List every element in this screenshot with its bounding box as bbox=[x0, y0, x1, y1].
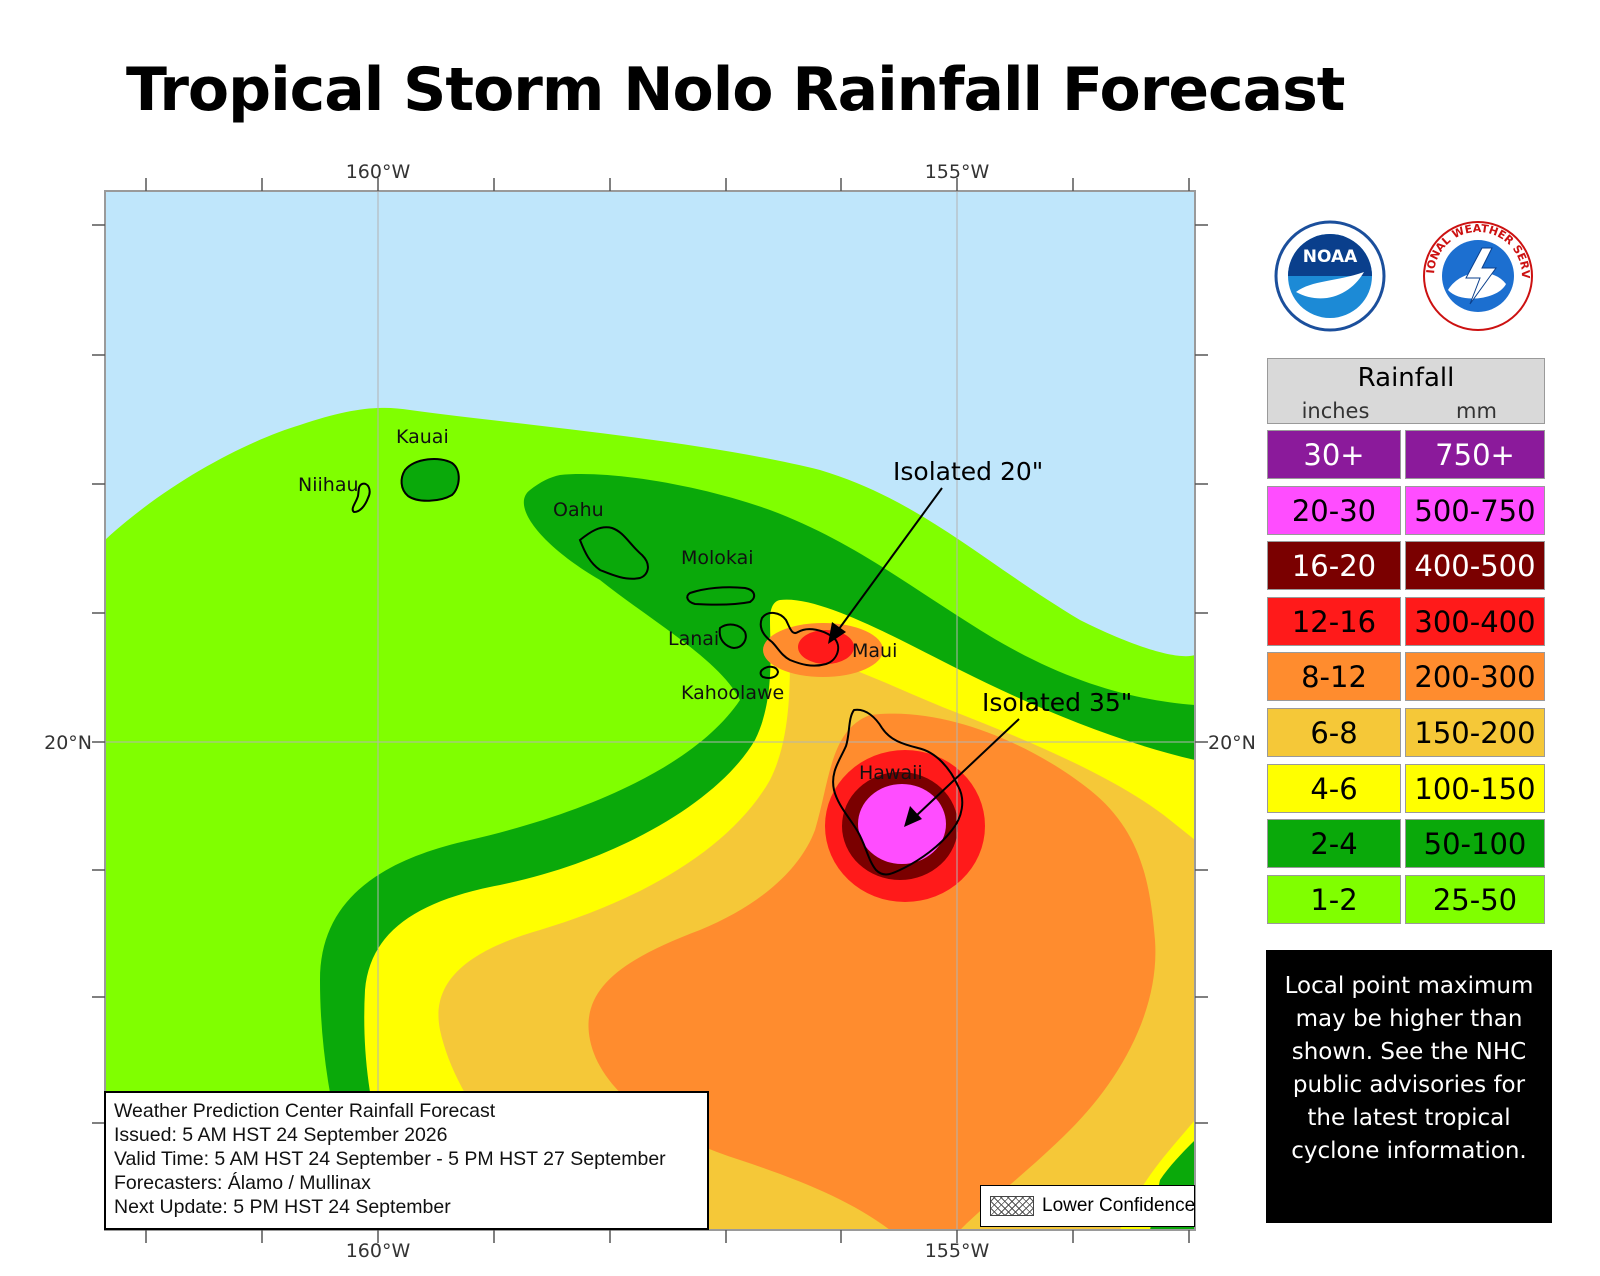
legend-swatch-inches: 4-6 bbox=[1267, 764, 1401, 813]
hawaii-outline bbox=[832, 708, 964, 876]
noaa-logo: NOAA bbox=[1274, 220, 1386, 332]
island-label-kahoolawe: Kahoolawe bbox=[681, 682, 784, 704]
niihau-outline bbox=[351, 482, 371, 514]
advisory-notice: Local point maximum may be higher than s… bbox=[1266, 950, 1552, 1223]
legend-swatch-mm: 750+ bbox=[1405, 430, 1545, 479]
oahu-outline bbox=[578, 526, 649, 580]
legend-swatch-inches: 12-16 bbox=[1267, 597, 1401, 646]
info-line-product: Weather Prediction Center Rainfall Forec… bbox=[114, 1100, 496, 1122]
legend-swatch-mm: 100-150 bbox=[1405, 764, 1545, 813]
legend-swatch-mm: 25-50 bbox=[1405, 875, 1545, 924]
annotation-isolated-35: Isolated 35" bbox=[982, 688, 1132, 717]
lower-confidence-label: Lower Confidence bbox=[1042, 1195, 1196, 1216]
island-label-maui: Maui bbox=[852, 640, 897, 662]
island-label-niihau: Niihau bbox=[298, 474, 359, 496]
molokai-outline bbox=[686, 586, 756, 606]
lon-label-top-160w: 160°W bbox=[346, 161, 411, 183]
legend-swatch-inches: 2-4 bbox=[1267, 819, 1401, 868]
island-label-molokai: Molokai bbox=[681, 547, 754, 569]
island-label-oahu: Oahu bbox=[553, 499, 604, 521]
legend-swatch-inches: 6-8 bbox=[1267, 708, 1401, 757]
legend-header: Rainfall inches mm bbox=[1267, 358, 1545, 424]
kahoolawe-outline bbox=[759, 665, 780, 679]
lat-label-right-20n: 20°N bbox=[1208, 732, 1256, 754]
hawaii-rainfall-20-30 bbox=[858, 784, 946, 864]
island-label-kauai: Kauai bbox=[396, 426, 449, 448]
annotation-arrowhead-maui bbox=[828, 622, 846, 644]
lat-label-left-20n: 20°N bbox=[44, 732, 92, 754]
kauai-outline bbox=[400, 457, 460, 502]
noaa-logo-text: NOAA bbox=[1303, 247, 1358, 267]
legend-swatch-inches: 20-30 bbox=[1267, 486, 1401, 535]
legend-swatch-inches: 1-2 bbox=[1267, 875, 1401, 924]
lon-label-bottom-160w: 160°W bbox=[346, 1240, 411, 1262]
map-ticks bbox=[92, 178, 1208, 1243]
maui-outline bbox=[759, 612, 840, 667]
legend-unit-inches: inches bbox=[1301, 399, 1370, 423]
info-line-next-update: Next Update: 5 PM HST 24 September bbox=[114, 1196, 451, 1218]
maui-rainfall-12-16 bbox=[798, 630, 854, 664]
annotation-arrow-hawaii bbox=[915, 718, 1020, 817]
page-title: Tropical Storm Nolo Rainfall Forecast bbox=[126, 55, 1345, 125]
legend-swatch-mm: 500-750 bbox=[1405, 486, 1545, 535]
legend-swatch-mm: 200-300 bbox=[1405, 652, 1545, 701]
graticule bbox=[105, 191, 1195, 1230]
legend-swatch-inches: 8-12 bbox=[1267, 652, 1401, 701]
legend-title: Rainfall bbox=[1357, 363, 1455, 393]
island-outlines bbox=[351, 457, 964, 876]
legend-swatch-mm: 150-200 bbox=[1405, 708, 1545, 757]
lon-label-top-155w: 155°W bbox=[925, 161, 990, 183]
annotation-arrowhead-hawaii bbox=[904, 806, 922, 827]
lanai-outline bbox=[718, 623, 747, 650]
island-label-hawaii: Hawaii bbox=[859, 762, 923, 784]
rainfall-band-8-12 bbox=[588, 713, 1156, 1230]
legend-swatch-mm: 300-400 bbox=[1405, 597, 1545, 646]
legend-swatch-mm: 50-100 bbox=[1405, 819, 1545, 868]
legend-swatch-inches: 16-20 bbox=[1267, 541, 1401, 590]
legend-swatch-inches: 30+ bbox=[1267, 430, 1401, 479]
forecast-info-box: Weather Prediction Center Rainfall Forec… bbox=[104, 1091, 709, 1230]
info-line-issued: Issued: 5 AM HST 24 September 2026 bbox=[114, 1124, 448, 1146]
annotation-arrow-maui bbox=[835, 487, 943, 634]
map-border bbox=[104, 190, 1196, 1231]
legend-swatch-mm: 400-500 bbox=[1405, 541, 1545, 590]
info-line-valid-time: Valid Time: 5 AM HST 24 September - 5 PM… bbox=[114, 1148, 666, 1170]
island-label-lanai: Lanai bbox=[668, 628, 719, 650]
legend-unit-mm: mm bbox=[1456, 399, 1497, 423]
lower-confidence-legend: Lower Confidence bbox=[980, 1185, 1195, 1227]
info-line-forecasters: Forecasters: Álamo / Mullinax bbox=[114, 1172, 371, 1194]
annotation-isolated-20: Isolated 20" bbox=[893, 457, 1043, 486]
lon-label-bottom-155w: 155°W bbox=[925, 1240, 990, 1262]
lower-confidence-swatch bbox=[990, 1196, 1034, 1216]
